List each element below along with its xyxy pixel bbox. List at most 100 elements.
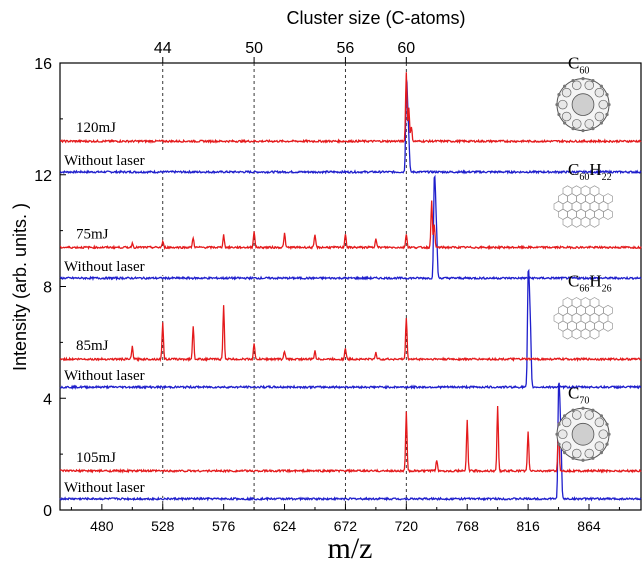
fullerene-ring <box>594 417 605 428</box>
fullerene-atom <box>563 84 567 88</box>
x-tick-label: 480 <box>90 518 114 534</box>
fullerene-face <box>571 422 595 446</box>
x-tick-label: 864 <box>577 518 601 534</box>
top-tick-label: 60 <box>397 40 415 57</box>
without-laser-label: Without laser <box>64 368 145 384</box>
pah-icon <box>553 185 613 228</box>
series-without-laser-C60 <box>59 79 642 175</box>
fullerene-ring <box>594 441 605 451</box>
fullerene-atom <box>591 78 595 83</box>
y-axis-label: Intensity (arb. units. ) <box>10 203 30 371</box>
y-tick-label: 0 <box>43 503 52 520</box>
fullerene-atom <box>557 112 561 117</box>
pah-icon <box>553 297 613 340</box>
plot-frame <box>59 62 642 511</box>
series-without-laser-C60H22 <box>59 174 642 282</box>
pah-ring <box>580 216 591 228</box>
y-tick-label: 8 <box>43 280 52 297</box>
label-background <box>62 257 168 276</box>
x-tick-label: 672 <box>334 518 358 534</box>
fullerene-ring <box>584 448 595 459</box>
fullerene-atom <box>605 93 609 97</box>
laser-energy-label: 105mJ <box>76 450 116 466</box>
fullerene-icon <box>555 76 611 133</box>
series-laser-C60H22 <box>59 200 642 251</box>
fullerene-ring <box>594 87 605 98</box>
fullerene-atom <box>599 84 603 88</box>
molecule-formula: C60 <box>568 54 589 77</box>
fullerene-ring <box>584 119 595 129</box>
pah-ring <box>571 216 582 228</box>
x-tick-label: 720 <box>395 518 419 534</box>
pah-ring <box>562 328 573 340</box>
pah-ring <box>603 320 613 332</box>
without-laser-label: Without laser <box>64 480 145 496</box>
fullerene-ring <box>571 119 582 129</box>
x-tick-label: 816 <box>516 518 540 534</box>
fullerene-ring <box>594 111 605 122</box>
fullerene-icon <box>555 406 611 462</box>
fullerene-atom <box>563 451 567 455</box>
x-tick-label: 768 <box>456 518 480 534</box>
series-without-laser-C70 <box>59 382 642 502</box>
fullerene-atom <box>599 414 603 418</box>
fullerene-atom <box>581 406 585 410</box>
plot-area: 44 50 56 60 480 528 576 624 672 720 768 816 864 0 4 8 12… <box>34 40 642 534</box>
fullerene-atom <box>607 432 611 436</box>
fullerene-face <box>571 93 595 116</box>
fullerene-atom <box>555 432 559 436</box>
x-tick-label: 576 <box>212 518 236 534</box>
top-tick-label: 44 <box>154 40 172 57</box>
fullerene-atom <box>557 442 561 446</box>
without-laser-label: Without laser <box>64 153 145 169</box>
molecule-formula: C66H26 <box>568 272 612 295</box>
fullerene-ring <box>561 417 572 428</box>
molecule-formula: C70 <box>568 383 589 406</box>
fullerene-atom <box>599 451 603 455</box>
y-tick-label: 12 <box>34 168 52 185</box>
fullerene-ring <box>571 410 582 420</box>
molecule-formula: C60H22 <box>568 160 612 183</box>
label-background <box>62 477 168 496</box>
fullerene-ring <box>557 99 568 110</box>
fullerene-atom <box>591 127 595 131</box>
fullerene-atom <box>599 121 603 125</box>
fullerene-atom <box>581 458 585 462</box>
fullerene-atom <box>563 121 567 125</box>
fullerene-ring <box>561 441 572 451</box>
fullerene-ring <box>561 87 572 98</box>
fullerene-atom <box>605 112 609 117</box>
laser-energy-label: 120mJ <box>76 120 116 136</box>
pah-ring <box>589 216 600 228</box>
fullerene-atom <box>563 414 567 418</box>
fullerene-atom <box>605 422 609 426</box>
series-laser-C60 <box>59 72 642 145</box>
pah-ring <box>603 208 613 220</box>
fullerene-ring <box>557 429 568 440</box>
fullerene-atom <box>591 408 595 412</box>
series-laser-C70 <box>59 406 642 474</box>
without-laser-label: Without laser <box>64 259 145 275</box>
fullerene-ring <box>571 448 582 459</box>
pah-ring <box>580 328 591 340</box>
label-background <box>62 150 168 169</box>
x-tick-label: 528 <box>151 518 175 534</box>
fullerene-atom <box>571 78 575 83</box>
fullerene-ring <box>584 410 595 420</box>
pah-ring <box>571 328 582 340</box>
laser-energy-label: 85mJ <box>76 338 109 354</box>
fullerene-ring <box>598 99 609 110</box>
fullerene-atom <box>581 128 585 133</box>
y-tick-label: 16 <box>34 56 52 73</box>
series-laser-C66H26 <box>59 305 642 363</box>
fullerene-atom <box>591 456 595 460</box>
fullerene-ring <box>571 80 582 91</box>
top-tick-label: 50 <box>245 40 263 57</box>
fullerene-atom <box>557 93 561 97</box>
fullerene-ring <box>584 80 595 91</box>
fullerene-ring <box>598 429 609 440</box>
y-tick-label: 4 <box>43 391 52 408</box>
pah-ring <box>589 328 600 340</box>
top-axis-label: Cluster size (C-atoms) <box>286 8 465 28</box>
